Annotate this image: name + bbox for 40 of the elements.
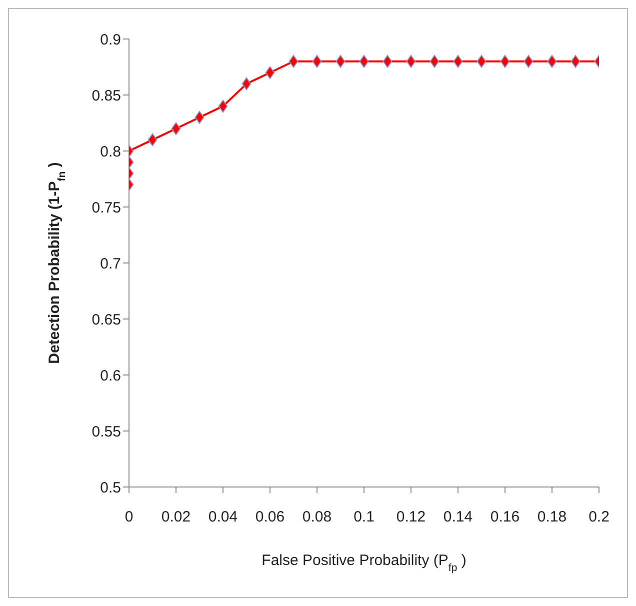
- point: [524, 54, 534, 68]
- point: [359, 54, 369, 68]
- point: [406, 54, 416, 68]
- x-tick-label: 0.06: [255, 508, 285, 526]
- x-tick-label: 0.18: [537, 508, 567, 526]
- point: [336, 54, 346, 68]
- y-tick-label: 0.65: [92, 311, 121, 328]
- x-tick-label: 0.12: [396, 508, 426, 526]
- y-tick-label: 0.5: [100, 479, 121, 496]
- point: [218, 100, 228, 113]
- x-tick-label: 0: [124, 508, 134, 526]
- x-tick-label: 0.14: [443, 508, 473, 526]
- point: [547, 54, 557, 68]
- point: [312, 54, 322, 68]
- point: [171, 122, 181, 136]
- point: [476, 54, 486, 68]
- y-tick-label: 0.6: [100, 367, 121, 384]
- y-tick-label: 0.8: [100, 143, 121, 160]
- point: [265, 66, 275, 80]
- point: [242, 77, 252, 90]
- x-tick-label: 0.1: [354, 508, 374, 526]
- x-axis-title: False Positive Probability (P$_{fp}$ ): [262, 552, 466, 574]
- point: [430, 54, 440, 68]
- y-tick-label: 0.85: [92, 87, 121, 104]
- y-tick-label: 0.7: [100, 255, 121, 272]
- y-tick-label: 0.75: [92, 199, 121, 216]
- point: [570, 54, 580, 68]
- point: [453, 54, 463, 68]
- x-tick-label: 0.04: [208, 508, 238, 526]
- x-tick-label: 0.16: [490, 508, 520, 526]
- x-tick-label: 0.2: [588, 508, 610, 526]
- point: [500, 54, 510, 68]
- point: [148, 133, 158, 146]
- point: [382, 54, 392, 68]
- y-tick-label: 0.9: [100, 31, 121, 48]
- x-tick-label: 0.02: [161, 508, 191, 526]
- y-tick-label: 0.55: [92, 423, 121, 440]
- x-tick-label: 0.08: [302, 508, 332, 526]
- point: [194, 110, 204, 124]
- point: [288, 54, 298, 68]
